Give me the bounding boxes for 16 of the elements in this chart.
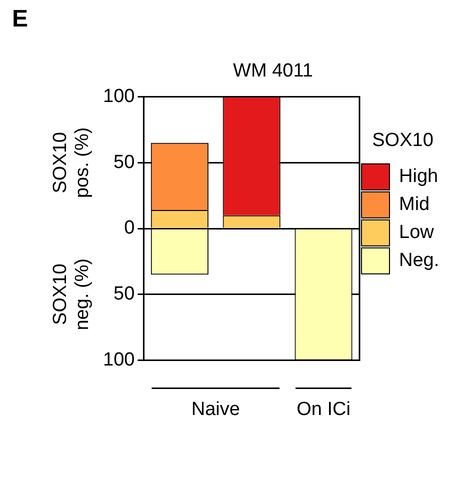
y-tick-label: 0 (124, 218, 135, 239)
chart-title: WM 4011 (233, 60, 313, 82)
legend-label: Low (399, 222, 434, 244)
legend-title: SOX10 (372, 130, 434, 151)
legend-label: Neg. (399, 250, 440, 272)
y-tick-label: 100 (103, 349, 135, 370)
text: Naive (191, 398, 240, 420)
text: SOX10 neg. (%) (50, 258, 94, 330)
text: On ICi (296, 398, 350, 420)
legend-label: Mid (399, 194, 430, 216)
y-tick-label: 50 (114, 152, 135, 173)
y-tick-label: 50 (114, 284, 135, 305)
y-tick-label: 100 (103, 86, 135, 108)
text: E (12, 6, 28, 33)
y-axis-title: SOX10 pos. (%) (50, 127, 94, 198)
legend-label: High (399, 166, 438, 188)
